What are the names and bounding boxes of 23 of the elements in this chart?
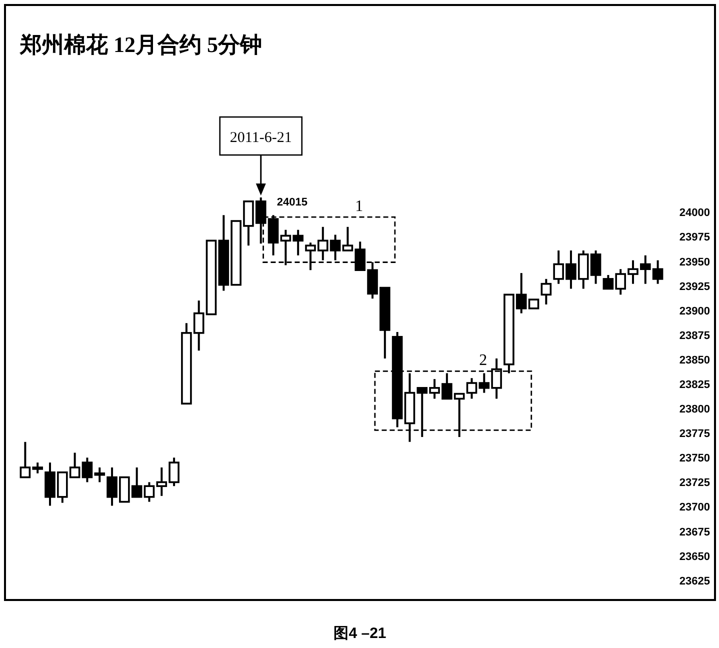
text: 郑州棉花 12月合约 5分钟 [19, 32, 262, 57]
y-tick-label: 23850 [679, 354, 710, 366]
y-tick-label: 23825 [679, 378, 710, 391]
y-tick-label: 23625 [679, 575, 710, 588]
annotation: 1 [355, 198, 364, 216]
y-tick-label: 23900 [679, 305, 710, 318]
y-tick-label: 23775 [679, 428, 710, 440]
y-tick-label: 23650 [679, 550, 710, 563]
y-tick-label: 23700 [679, 502, 710, 514]
y-tick-label: 23675 [679, 526, 710, 538]
y-tick-label: 23875 [679, 330, 710, 342]
y-tick-label: 23925 [679, 280, 710, 293]
annotation: 2 [479, 352, 488, 370]
y-tick-label: 23975 [679, 232, 710, 244]
y-tick-label: 24000 [679, 207, 710, 220]
y-tick-label: 23800 [679, 404, 710, 416]
y-tick-label: 23750 [679, 452, 710, 465]
candlestick [540, 278, 552, 306]
caption: 图4 –21 [334, 625, 386, 642]
annotation: 2011-6-21 [230, 130, 292, 146]
y-tick-label: 23725 [679, 477, 710, 490]
annotation: 24015 [276, 196, 308, 208]
y-tick-label: 23950 [679, 256, 710, 268]
